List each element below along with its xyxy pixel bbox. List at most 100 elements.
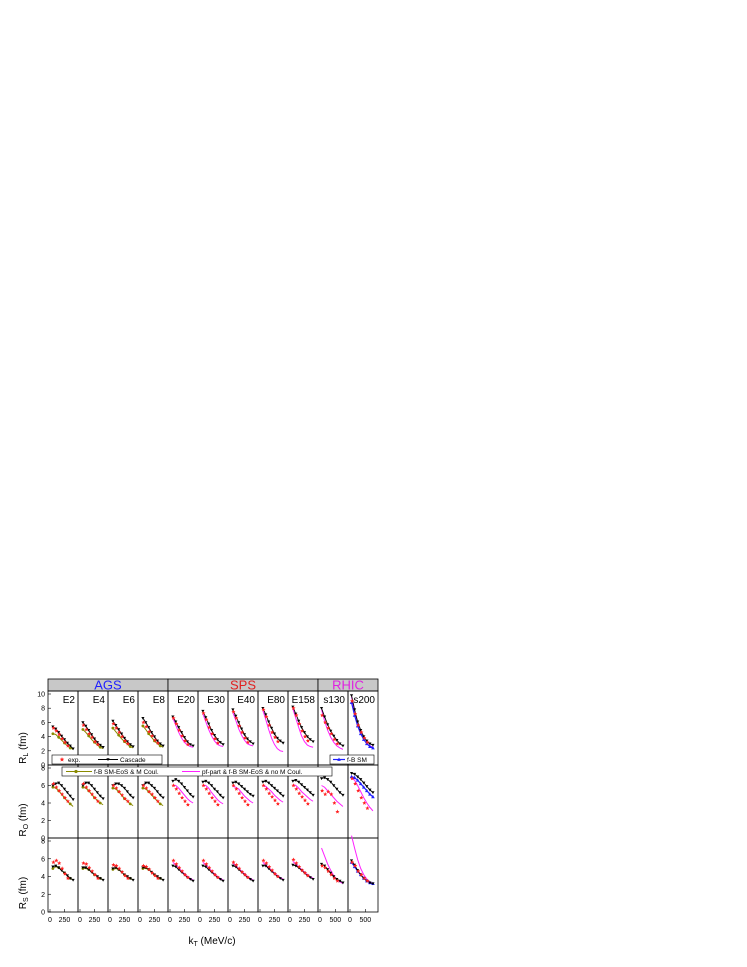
series-cascade-marker — [147, 726, 151, 729]
series-cascade-marker — [308, 791, 312, 795]
series-cascade-marker — [188, 793, 192, 796]
series-cascade-marker — [281, 794, 285, 798]
legend-pf-label: pf-part & f-B SM-EoS & no M Coul. — [202, 769, 303, 776]
series-exp-marker — [329, 872, 334, 877]
series-cascade-marker — [231, 864, 235, 868]
series-pf-line — [232, 712, 254, 747]
series-cascade-marker — [267, 781, 271, 785]
series-exp-marker — [120, 792, 125, 797]
series-exp-marker — [204, 717, 209, 722]
series-exp-marker — [270, 868, 275, 873]
series-exp-marker — [264, 714, 269, 719]
series-pf-line — [172, 717, 194, 748]
series-exp-marker — [54, 858, 59, 863]
series-exp-marker — [272, 871, 278, 876]
series-pf-line — [292, 708, 314, 748]
series-exp-marker — [125, 876, 130, 881]
series-cascade-marker — [299, 726, 304, 729]
series-exp-marker — [204, 861, 209, 866]
series-eos-marker — [51, 867, 55, 870]
series-exp-marker — [245, 875, 250, 880]
panel-rs-s200 — [347, 835, 379, 913]
series-exp-marker — [356, 788, 361, 793]
series-exp-marker — [60, 792, 65, 797]
panel-rs-e40 — [227, 837, 259, 913]
series-cascade-marker — [128, 793, 132, 797]
series-exp-marker — [291, 783, 296, 788]
series-cascade-marker — [365, 739, 369, 743]
series-cascade-marker — [84, 781, 88, 785]
series-exp-marker — [261, 858, 266, 863]
series-exp-marker — [180, 795, 185, 800]
series-exp-marker — [177, 865, 182, 870]
series-exp-marker — [350, 776, 355, 781]
series-exp-marker — [171, 783, 176, 788]
series-cascade-marker — [294, 779, 298, 782]
series-cascade-marker — [326, 723, 330, 727]
series-exp-marker — [51, 860, 56, 865]
series-cascade-marker — [261, 707, 265, 710]
series-cascade-marker — [248, 793, 252, 796]
column-label-e40: E40 — [237, 695, 255, 706]
series-cascade-marker — [359, 729, 363, 732]
series-exp-marker — [54, 785, 59, 790]
group-label-rhic: RHIC — [332, 678, 364, 693]
panel-rs-e2 — [47, 837, 79, 913]
series-cascade-marker — [188, 877, 192, 881]
axis-labels: RL (fm) RO (fm) RS (fm) kT (MeV/c) — [18, 732, 236, 948]
series-exp-marker — [291, 706, 296, 710]
series-cascade-marker — [311, 793, 315, 797]
series-exp-marker — [305, 738, 310, 743]
series-exp-marker — [302, 870, 308, 875]
series-exp-marker — [90, 792, 95, 797]
series-exp-marker — [237, 791, 242, 796]
x-tick-label: 0 — [138, 917, 142, 924]
series-exp-marker — [353, 863, 358, 868]
x-tick-label: 250 — [89, 917, 101, 924]
series-exp-marker — [365, 806, 370, 811]
series-exp-marker — [329, 731, 334, 736]
series-cascade-marker — [131, 745, 135, 749]
series-cascade-marker — [204, 779, 208, 783]
series-cascade-marker — [177, 779, 181, 783]
series-exp-marker — [174, 721, 179, 726]
series-cascade-marker — [101, 797, 105, 801]
panel-rs-e8 — [137, 837, 169, 913]
series-exp-marker — [353, 781, 358, 786]
panel-ro-e8 — [137, 764, 169, 839]
panel-rl-e40 — [227, 690, 259, 766]
y-tick-label: 0 — [41, 910, 45, 917]
series-cascade-marker — [51, 865, 55, 869]
series-cascade-marker — [185, 740, 189, 744]
series-exp-marker — [57, 788, 62, 793]
series-cascade-marker — [352, 772, 357, 776]
series-fbsm-marker — [371, 794, 375, 799]
series-cascade-marker — [68, 794, 72, 798]
series-exp-marker — [320, 713, 325, 718]
series-exp-marker — [152, 873, 158, 878]
series-cascade-marker — [174, 720, 178, 724]
y-tick-label: 0 — [41, 836, 45, 843]
series-exp-marker — [294, 860, 299, 865]
series-eos-marker — [117, 733, 121, 737]
series-cascade-marker — [87, 729, 91, 732]
series-cascade-marker — [201, 864, 205, 868]
series-cascade-marker — [264, 864, 268, 868]
series-exp-marker — [210, 795, 215, 800]
panel-rs-e158 — [287, 837, 319, 913]
series-cascade-marker — [122, 786, 127, 790]
y-tick-label: 4 — [41, 734, 45, 741]
column-label-e20: E20 — [177, 695, 195, 706]
series-cascade-marker — [114, 724, 118, 727]
series-cascade-marker — [231, 708, 235, 712]
y-tick-label: 4 — [41, 801, 45, 808]
series-cascade-marker — [237, 782, 241, 786]
series-fbsm-marker — [368, 792, 372, 796]
group-headers: AGS SPS RHIC — [47, 678, 379, 693]
series-cascade-marker — [308, 738, 312, 742]
series-eos-marker — [128, 745, 132, 748]
panel-frame — [137, 837, 169, 913]
series-cascade-marker — [117, 782, 121, 786]
series-exp-marker — [92, 795, 98, 800]
series-exp-marker — [54, 728, 59, 733]
